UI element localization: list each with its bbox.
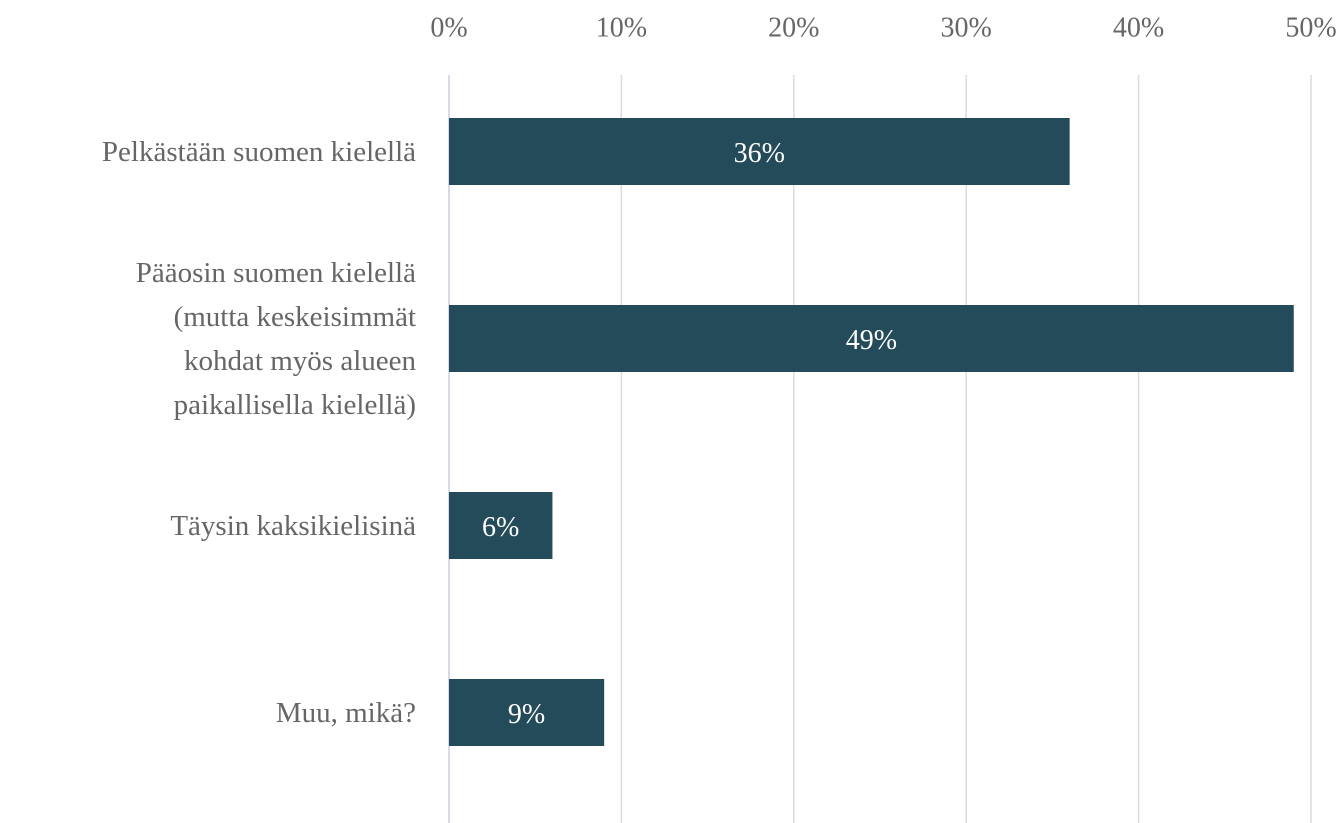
bar: [449, 305, 1294, 372]
y-tick-label: Pelkästään suomen kielellä: [101, 135, 416, 168]
bar: [449, 118, 1070, 185]
value-label: 49%: [846, 325, 897, 356]
x-tick-label: 10%: [596, 12, 647, 43]
value-label: 9%: [508, 699, 545, 730]
y-tick-label: Muu, mikä?: [275, 696, 416, 729]
x-tick-label: 0%: [430, 12, 467, 43]
value-label: 6%: [482, 512, 519, 543]
bar: [449, 492, 553, 559]
x-tick-label: 40%: [1113, 12, 1164, 43]
x-tick-label: 30%: [941, 12, 992, 43]
value-label: 36%: [734, 138, 785, 169]
y-tick-label: Täysin kaksikielisinä: [170, 509, 416, 542]
y-tick-label: Pääosin suomen kielellä (mutta keskeisim…: [135, 256, 416, 421]
x-tick-label: 50%: [1285, 12, 1336, 43]
bar: [449, 679, 605, 746]
x-tick-label: 20%: [768, 12, 819, 43]
